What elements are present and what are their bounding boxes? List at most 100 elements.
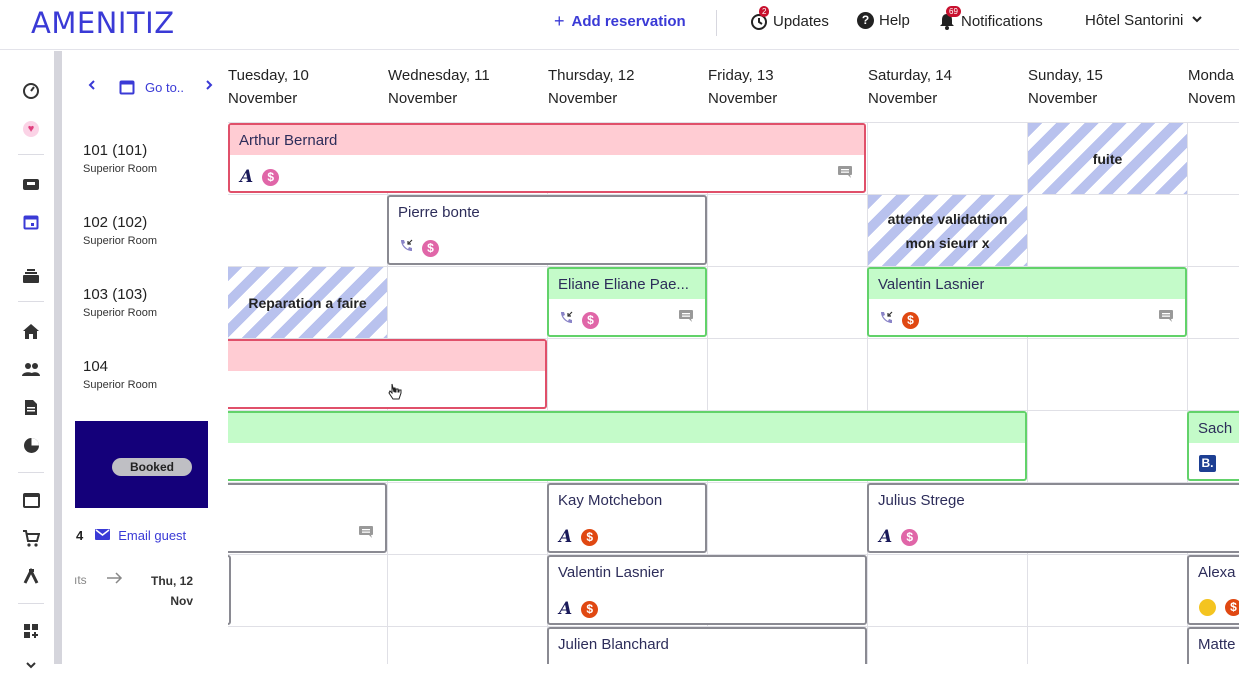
- booking-edge[interactable]: [228, 555, 231, 625]
- notifications-button[interactable]: 69 Notifications: [938, 6, 1043, 30]
- clock-history-icon: 2: [750, 6, 770, 30]
- amenitiz-source-icon: A: [559, 599, 573, 619]
- booking-sach[interactable]: Sach B.: [1187, 411, 1239, 481]
- updates-badge: 2: [759, 6, 770, 17]
- nights-label: ıts: [74, 573, 87, 587]
- room-list-panel: Go to.. 101 (101) Superior Room 102 (102…: [64, 51, 228, 664]
- goto-label: Go to..: [145, 79, 185, 95]
- heart-icon[interactable]: ♥: [22, 120, 40, 138]
- apps-grid-icon[interactable]: [22, 622, 40, 640]
- email-guest-link[interactable]: Email guest: [118, 528, 187, 543]
- guests-icon[interactable]: [22, 360, 40, 378]
- booking-guest-name: Julien Blanchard: [558, 636, 669, 653]
- booking-valentin-lasnier-2[interactable]: Valentin Lasnier A $: [547, 555, 867, 625]
- room-number: 102 (102): [83, 214, 148, 231]
- chevron-right-icon: [206, 80, 213, 90]
- booking-valentin-lasnier[interactable]: Valentin Lasnier $: [867, 267, 1187, 337]
- booking-guest-name: Kay Motchebon: [558, 492, 663, 509]
- add-reservation-button[interactable]: + Add reservation: [554, 11, 686, 32]
- room-row-header: 104 Superior Room: [83, 358, 157, 391]
- room-row-header: 103 (103) Superior Room: [83, 286, 157, 319]
- next-period-button[interactable]: [204, 79, 214, 94]
- dashboard-gauge-icon[interactable]: [22, 82, 40, 100]
- booking-guest-name: Julius Strege: [878, 492, 965, 509]
- help-button[interactable]: ? Help: [857, 12, 910, 29]
- grid-line: [867, 122, 868, 664]
- document-icon[interactable]: [22, 398, 40, 416]
- booking-guest-name: Alexa: [1198, 564, 1236, 581]
- grid-line: [228, 266, 1239, 267]
- sidebar-divider: [18, 603, 44, 604]
- room-type: Superior Room: [83, 307, 157, 319]
- room-row-header: 101 (101) Superior Room: [83, 142, 157, 175]
- chevron-down-icon[interactable]: [22, 656, 40, 674]
- block-attente-validation[interactable]: attente validattion mon sieurr x: [868, 195, 1027, 266]
- booking-long-stay[interactable]: [228, 411, 1027, 481]
- add-reservation-label: Add reservation: [571, 13, 686, 30]
- day-header: Saturday, 14 November: [868, 67, 952, 107]
- block-fuite[interactable]: fuite: [1028, 123, 1187, 194]
- layers-icon[interactable]: [22, 267, 40, 285]
- tools-icon[interactable]: [22, 567, 40, 585]
- booking-julien-blanchard[interactable]: Julien Blanchard: [547, 627, 867, 664]
- booking-eliane-eliane[interactable]: Eliane Eliane Pae... $: [547, 267, 707, 337]
- sidebar-divider: [18, 154, 44, 155]
- checkout-day: Thu, 12: [150, 574, 193, 588]
- browser-window-icon[interactable]: [22, 491, 40, 509]
- goto-date-button[interactable]: Go to..: [119, 79, 184, 95]
- pie-chart-icon[interactable]: [22, 436, 40, 454]
- cart-icon[interactable]: [22, 529, 40, 547]
- amenitiz-logo[interactable]: AMENITIZ: [31, 6, 175, 40]
- calendar-icon[interactable]: [22, 213, 40, 231]
- room-row-header: 102 (102) Superior Room: [83, 214, 157, 247]
- hotel-selector[interactable]: Hôtel Santorini: [1085, 12, 1203, 29]
- booking-partial[interactable]: [228, 483, 387, 553]
- payment-due-icon: $: [581, 600, 599, 618]
- guest-count: 4: [76, 528, 84, 543]
- room-number: 103 (103): [83, 286, 148, 303]
- booking-julius-strege[interactable]: Julius Strege A $: [867, 483, 1239, 553]
- grid-line: [547, 122, 548, 664]
- bed-stack-icon[interactable]: [22, 175, 40, 193]
- top-bar: AMENITIZ + Add reservation 2 Updates ? H…: [0, 0, 1239, 50]
- amenitiz-source-icon: A: [240, 167, 254, 187]
- grid-line: [228, 626, 1239, 627]
- updates-label: Updates: [773, 12, 829, 30]
- comment-icon: [679, 309, 693, 327]
- payment-pending-icon: $: [422, 240, 439, 257]
- payment-pending-icon: $: [262, 168, 280, 186]
- grid-line: [1187, 122, 1188, 664]
- status-badge: Booked: [112, 458, 192, 476]
- mail-icon: [95, 528, 111, 543]
- grid-line: [228, 194, 1239, 195]
- day-header: Monda Novem: [1188, 67, 1236, 107]
- amenitiz-source-icon: A: [559, 527, 573, 547]
- arrow-right-icon: [106, 571, 124, 588]
- amenitiz-source-icon: A: [879, 527, 893, 547]
- home-icon[interactable]: [22, 322, 40, 340]
- plus-icon: +: [554, 11, 565, 31]
- payment-pending-icon: $: [901, 528, 919, 546]
- booking-selected[interactable]: [228, 339, 547, 409]
- grid-line: [707, 122, 708, 664]
- previous-period-button[interactable]: [87, 79, 97, 94]
- booking-pierre-bonte[interactable]: Pierre bonte $: [387, 195, 707, 265]
- payment-due-icon: $: [902, 312, 919, 329]
- booking-kay-motchebon[interactable]: Kay Motchebon A $: [547, 483, 707, 553]
- day-header: Thursday, 12 November: [548, 67, 635, 107]
- updates-button[interactable]: 2 Updates: [750, 6, 829, 30]
- bell-icon: 69: [938, 6, 961, 30]
- room-number: 104: [83, 358, 109, 375]
- comment-icon: [838, 165, 852, 183]
- grid-line: [1027, 122, 1028, 664]
- room-type: Superior Room: [83, 163, 157, 175]
- block-reparation[interactable]: Reparation a faire: [228, 267, 387, 338]
- booking-arthur-bernard[interactable]: Arthur Bernard A $: [228, 123, 866, 193]
- grid-line: [228, 122, 1239, 123]
- booking-guest-name: Matte: [1198, 636, 1236, 653]
- calendar-grid: Tuesday, 10 November Wednesday, 11 Novembe…: [228, 51, 1239, 664]
- booking-alexa[interactable]: Alexa $: [1187, 555, 1239, 625]
- payment-pending-icon: $: [582, 312, 599, 329]
- day-header: Wednesday, 11 November: [388, 67, 490, 107]
- booking-matte[interactable]: Matte: [1187, 627, 1239, 664]
